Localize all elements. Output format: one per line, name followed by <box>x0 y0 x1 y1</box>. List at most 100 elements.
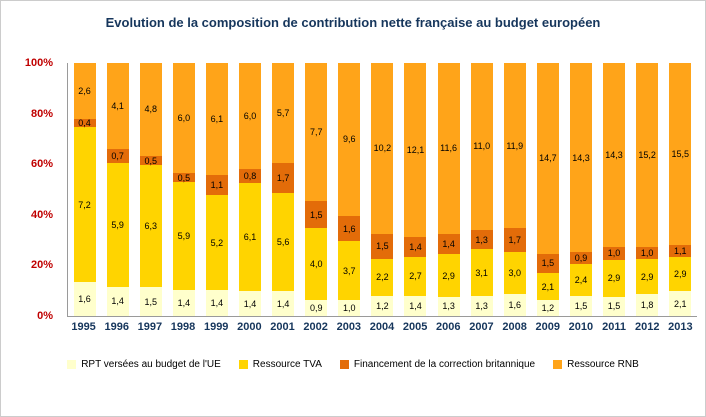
bar-value-label: 6,1 <box>210 113 224 124</box>
bar-value-label: 1,1 <box>673 246 687 257</box>
x-axis-label: 2012 <box>634 321 660 333</box>
bar-value-label: 15,5 <box>671 148 689 159</box>
legend-item: Ressource TVA <box>238 359 322 370</box>
bar-segment: 1,4 <box>172 290 195 316</box>
bar-value-label: 1,3 <box>475 234 488 245</box>
bar-segment: 1,5 <box>139 287 162 316</box>
bar-segment: 11,0 <box>470 63 493 230</box>
bar-segment: 6,3 <box>139 165 162 288</box>
bar-value-label: 2,1 <box>673 298 687 309</box>
bar-segment: 0,8 <box>239 169 262 184</box>
x-axis-label: 1997 <box>137 321 163 333</box>
bar-segment: 1,4 <box>205 290 228 316</box>
bar-segment: 2,7 <box>404 257 427 296</box>
bar-value-label: 1,5 <box>541 258 555 269</box>
bar-segment: 1,0 <box>338 300 361 316</box>
y-tick-label: 60% <box>30 158 53 171</box>
bar-value-label: 1,4 <box>210 298 224 309</box>
bar-value-label: 0,9 <box>574 253 588 264</box>
bar-value-label: 0,5 <box>144 155 157 166</box>
bar-value-label: 14,7 <box>539 153 557 164</box>
bar-segment: 1,4 <box>106 286 129 316</box>
bar-value-label: 5,6 <box>276 237 290 248</box>
bar-segment: 1,5 <box>569 296 592 316</box>
bar-value-label: 3,0 <box>508 267 522 278</box>
bar-segment: 1,5 <box>603 296 626 316</box>
bar-column: 1,6 7,2 0,4 2,6 <box>73 63 96 316</box>
bar-segment: 14,3 <box>569 63 592 253</box>
bar-column: 1,3 3,1 1,3 11,0 <box>470 63 493 316</box>
x-axis-label: 2006 <box>436 321 461 333</box>
bar-segment: 15,2 <box>636 63 659 248</box>
bar-segment: 2,9 <box>669 257 692 292</box>
y-axis: 100% 80% 60% 40% 20% 0% <box>1 58 59 322</box>
bar-column: 1,4 5,9 0,7 4,1 <box>106 63 129 316</box>
chart-title: Evolution de la composition de contribut… <box>105 15 601 30</box>
bar-value-label: 3,1 <box>475 267 488 278</box>
x-axis-label: 2005 <box>402 321 428 333</box>
legend-label: Ressource RNB <box>567 359 639 370</box>
bar-value-label: 1,4 <box>111 296 124 307</box>
bar-segment: 0,4 <box>73 118 96 128</box>
x-axis-label: 2008 <box>502 321 527 333</box>
bar-segment: 2,9 <box>636 259 659 295</box>
bar-column: 1,2 2,2 1,5 10,2 <box>371 63 394 316</box>
y-tick-label: 20% <box>30 259 53 272</box>
bar-segment: 5,7 <box>272 63 295 164</box>
bar-segment: 1,8 <box>636 294 659 316</box>
bar-segment: 4,8 <box>139 63 162 156</box>
bar-column: 1,2 2,1 1,5 14,7 <box>536 63 559 316</box>
bar-value-label: 9,6 <box>343 134 356 145</box>
bar-value-label: 5,2 <box>210 237 224 248</box>
bar-segment: 1,4 <box>404 236 427 258</box>
bar-value-label: 1,5 <box>376 241 389 252</box>
bar-value-label: 1,6 <box>78 293 91 304</box>
bar-value-label: 1,4 <box>243 298 257 309</box>
bar-segment: 6,1 <box>239 183 262 292</box>
bar-segment: 0,5 <box>139 156 162 166</box>
bar-segment: 6,0 <box>172 63 195 174</box>
bar-column: 1,6 3,0 1,7 11,9 <box>503 63 526 316</box>
bar-value-label: 1,7 <box>508 235 522 246</box>
bar-column: 1,5 2,9 1,0 14,3 <box>603 63 626 316</box>
bars: 1,6 7,2 0,4 2,6 1,4 5,9 0,7 4,1 1,5 6,3 0,5 4,8 1,4 5… <box>68 63 697 316</box>
x-axis-label: 1996 <box>104 321 129 333</box>
bar-value-label: 2,1 <box>541 281 555 292</box>
bar-segment: 2,2 <box>371 259 394 296</box>
bar-value-label: 5,9 <box>111 220 124 231</box>
bar-segment: 3,7 <box>338 241 361 301</box>
bar-value-label: 1,0 <box>607 248 621 259</box>
bar-value-label: 11,0 <box>473 141 491 152</box>
y-tick-label: 40% <box>30 208 53 221</box>
legend-swatch-icon <box>238 360 248 369</box>
legend: RPT versées au budget de l'UE Ressource T… <box>1 359 705 370</box>
bar-value-label: 3,7 <box>343 265 356 276</box>
bar-value-label: 4,8 <box>144 104 157 115</box>
bar-value-label: 15,2 <box>638 150 656 161</box>
bar-value-label: 6,3 <box>144 221 157 232</box>
y-tick-label: 100% <box>24 57 53 69</box>
bar-segment: 2,6 <box>73 63 96 119</box>
bar-segment: 3,0 <box>503 252 526 294</box>
legend-label: RPT versées au budget de l'UE <box>81 359 221 370</box>
bar-value-label: 1,2 <box>541 303 555 314</box>
bar-value-label: 14,3 <box>605 149 623 160</box>
bar-value-label: 1,8 <box>640 300 654 311</box>
bar-segment: 1,3 <box>470 296 493 316</box>
bar-column: 1,5 6,3 0,5 4,8 <box>139 63 162 316</box>
bar-value-label: 2,9 <box>640 271 654 282</box>
bar-value-label: 1,5 <box>144 296 157 307</box>
bar-value-label: 14,3 <box>572 152 590 163</box>
bar-column: 1,4 5,2 1,1 6,1 <box>205 63 228 316</box>
legend-item: Ressource RNB <box>553 359 639 370</box>
bar-value-label: 6,0 <box>177 113 191 124</box>
bar-value-label: 10,2 <box>373 143 392 154</box>
bar-segment: 1,1 <box>205 174 228 196</box>
bar-value-label: 1,3 <box>442 301 455 312</box>
bar-segment: 1,7 <box>503 228 526 253</box>
x-axis-label: 2009 <box>535 321 560 333</box>
bar-segment: 4,1 <box>106 63 129 149</box>
bar-value-label: 0,7 <box>111 151 124 162</box>
bar-column: 1,4 6,1 0,8 6,0 <box>239 63 262 316</box>
x-axis-label: 2007 <box>469 321 494 333</box>
